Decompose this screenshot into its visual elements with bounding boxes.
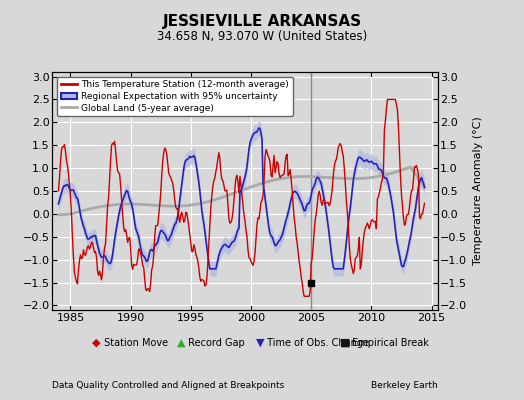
- Text: Data Quality Controlled and Aligned at Breakpoints: Data Quality Controlled and Aligned at B…: [52, 381, 285, 390]
- Y-axis label: Temperature Anomaly (°C): Temperature Anomaly (°C): [473, 117, 483, 265]
- Text: Time of Obs. Change: Time of Obs. Change: [264, 338, 369, 348]
- Text: Station Move: Station Move: [101, 338, 168, 348]
- Text: JESSIEVILLE ARKANSAS: JESSIEVILLE ARKANSAS: [162, 14, 362, 29]
- Text: ▼: ▼: [256, 338, 265, 348]
- Text: ◆: ◆: [92, 338, 101, 348]
- Text: ■: ■: [340, 338, 351, 348]
- Text: Record Gap: Record Gap: [185, 338, 245, 348]
- Text: Empirical Break: Empirical Break: [349, 338, 429, 348]
- Text: ▲: ▲: [177, 338, 185, 348]
- Text: 34.658 N, 93.070 W (United States): 34.658 N, 93.070 W (United States): [157, 30, 367, 43]
- Text: Berkeley Earth: Berkeley Earth: [371, 381, 438, 390]
- Legend: This Temperature Station (12-month average), Regional Expectation with 95% uncer: This Temperature Station (12-month avera…: [57, 76, 292, 116]
